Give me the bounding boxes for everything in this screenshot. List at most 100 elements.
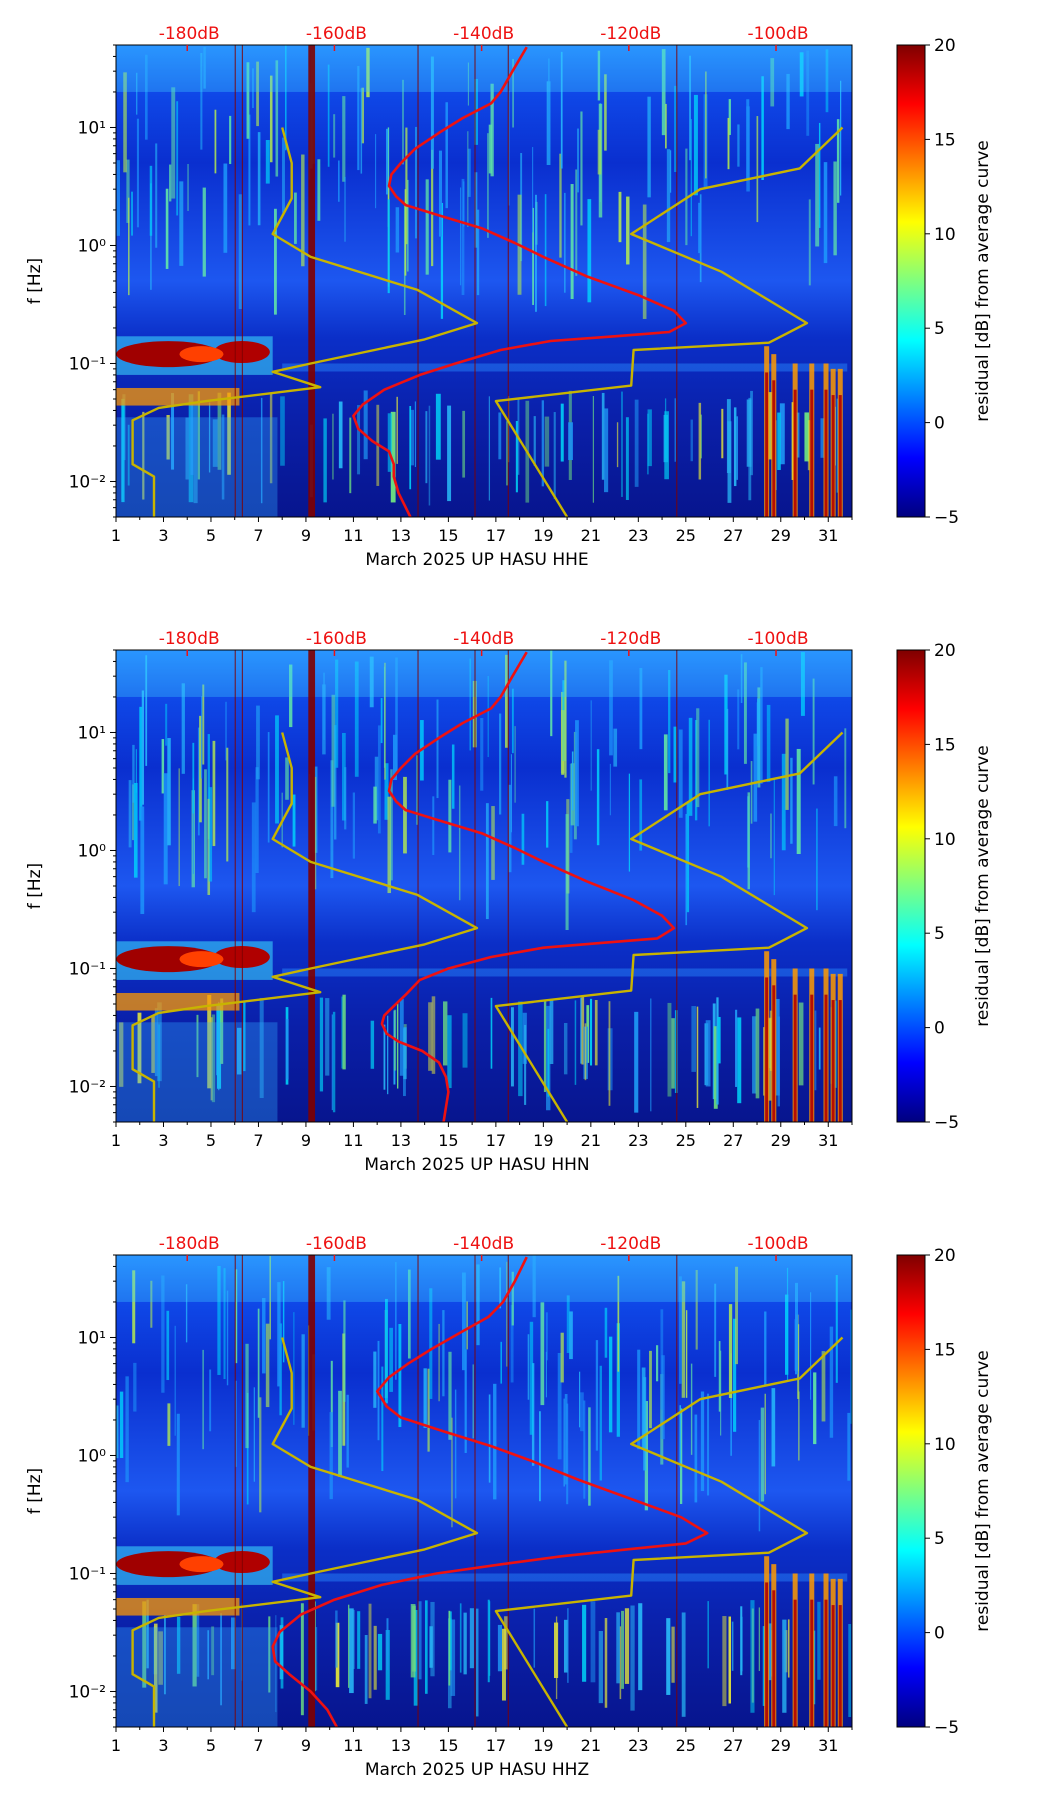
heatmap-streak xyxy=(397,1003,399,1089)
heatmap-streak xyxy=(246,1392,249,1505)
heatmap-streak xyxy=(407,179,409,272)
heatmap-streak xyxy=(708,719,710,827)
heatmap-streak xyxy=(404,189,407,276)
heatmap-streak xyxy=(794,1282,799,1375)
heatmap-streak xyxy=(176,1616,181,1674)
heatmap-streak xyxy=(647,409,652,467)
heatmap-streak xyxy=(427,1368,430,1452)
heatmap-streak xyxy=(564,660,567,778)
heatmap-streak xyxy=(726,708,729,790)
heatmap-streak xyxy=(751,1608,754,1703)
heatmap-streak xyxy=(604,1618,608,1708)
heatmap-streak xyxy=(504,654,509,748)
heatmap-streak xyxy=(135,72,138,115)
heatmap-streak xyxy=(766,704,771,783)
heatmap-streak xyxy=(733,1318,737,1432)
x-tick-label: 5 xyxy=(206,1736,216,1755)
heatmap-streak xyxy=(763,1027,765,1096)
heatmap-streak xyxy=(506,421,509,486)
heatmap-streak xyxy=(119,1391,124,1458)
x-tick-label: 9 xyxy=(301,526,311,545)
heatmap-streak xyxy=(323,672,325,740)
heatmap-streak xyxy=(342,96,346,182)
heatmap-streak xyxy=(540,1302,545,1406)
y-tick-label: 10¹ xyxy=(78,723,106,743)
heatmap-streak xyxy=(196,1014,199,1078)
heatmap-streak xyxy=(331,1014,333,1111)
heatmap-streak xyxy=(451,1417,453,1528)
heatmap-streak xyxy=(549,999,554,1065)
heatmap-streak xyxy=(149,165,153,236)
heatmap-streak xyxy=(634,1011,639,1113)
heatmap-streak xyxy=(265,1323,270,1408)
heatmap-streak xyxy=(169,164,172,202)
heatmap-streak xyxy=(781,753,786,851)
heatmap-streak xyxy=(402,79,404,165)
heatmap-streak xyxy=(817,1601,821,1680)
colorbar-tick-label: 5 xyxy=(934,319,945,339)
heatmap-streak xyxy=(226,747,229,862)
heatmap-streak xyxy=(575,720,579,827)
heatmap-streak xyxy=(450,1619,456,1696)
heatmap-streak xyxy=(587,199,592,303)
heatmap-streak xyxy=(642,204,647,319)
heatmap-streak xyxy=(814,1010,817,1091)
heatmap-streak xyxy=(491,806,495,880)
heatmap-streak xyxy=(544,194,547,307)
gap-line xyxy=(474,45,476,517)
heatmap-streak xyxy=(639,779,643,851)
db-tick-label: -120dB xyxy=(600,1234,661,1254)
heatmap-streak xyxy=(621,1610,625,1689)
heatmap-streak xyxy=(126,159,130,223)
heatmap-streak xyxy=(758,1607,760,1671)
average-psd-curve xyxy=(271,1256,709,1727)
colorbar-tick-label: 0 xyxy=(934,414,945,434)
heatmap-streak xyxy=(668,669,671,774)
heatmap-streak xyxy=(514,726,516,803)
heatmap-streak xyxy=(758,1420,761,1532)
heatmap-streak xyxy=(220,998,224,1064)
heatmap-streak xyxy=(532,1255,536,1318)
heatmap-streak xyxy=(595,1340,599,1451)
heatmap-streak xyxy=(800,652,805,716)
heatmap-streak xyxy=(647,413,649,475)
heatmap-streak xyxy=(132,784,134,841)
heatmap-streak xyxy=(256,61,259,127)
heatmap-streak xyxy=(403,776,407,854)
heatmap-streak xyxy=(798,1391,800,1461)
heatmap-streak xyxy=(689,55,692,161)
heatmap-streak xyxy=(257,1308,260,1418)
heatmap-streak xyxy=(816,808,818,911)
heatmap-streak xyxy=(153,1623,158,1713)
heatmap-streak xyxy=(647,96,651,198)
heatmap-streak xyxy=(570,184,574,300)
heatmap-streak xyxy=(301,154,305,267)
heatmap-streak xyxy=(300,1603,304,1716)
heatmap-streak xyxy=(127,424,130,486)
heatmap-streak xyxy=(128,197,130,296)
heatmap-streak xyxy=(377,725,381,834)
heatmap-streak xyxy=(490,83,494,177)
heatmap-streak xyxy=(736,416,739,480)
heatmap-streak xyxy=(731,1621,734,1671)
heatmap-streak xyxy=(200,52,203,150)
heatmap-streak xyxy=(752,1016,757,1094)
heatmap-streak xyxy=(341,996,344,1069)
heatmap-streak xyxy=(428,1002,433,1071)
heatmap-streak xyxy=(361,87,364,144)
heatmap-streak xyxy=(616,1612,620,1684)
heatmap-streak xyxy=(790,757,793,844)
noise-model-curve xyxy=(131,732,479,1122)
heatmap-streak xyxy=(584,1023,587,1081)
heatmap-streak xyxy=(252,68,254,109)
heatmap-streak xyxy=(718,1341,721,1412)
heatmap-streak xyxy=(314,776,317,890)
heatmap-streak xyxy=(724,674,728,775)
heatmap-streak xyxy=(235,1380,237,1467)
colorbar-tick-label: 10 xyxy=(934,830,956,850)
heatmap-streak xyxy=(207,994,212,1089)
heatmap-streak xyxy=(428,405,431,506)
heatmap-streak xyxy=(251,802,256,913)
heatmap-streak xyxy=(347,1604,350,1688)
heatmap-streak xyxy=(720,1350,722,1436)
